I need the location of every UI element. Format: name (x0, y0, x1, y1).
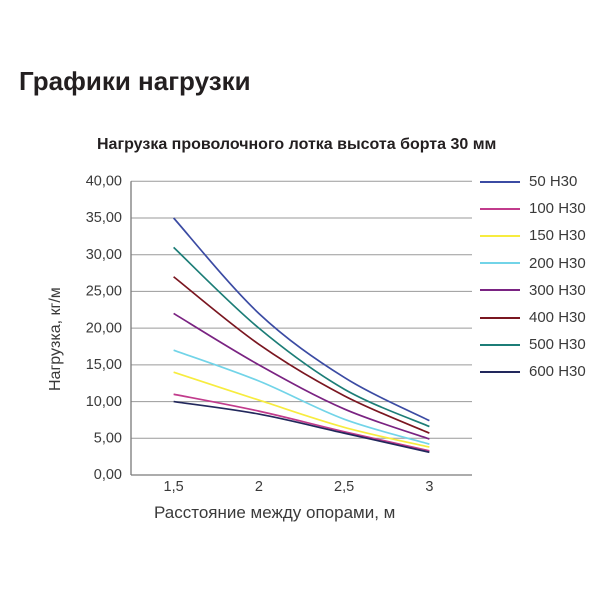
svg-text:40,00: 40,00 (86, 174, 122, 190)
svg-text:25,00: 25,00 (86, 284, 122, 300)
svg-text:1,5: 1,5 (164, 479, 184, 495)
svg-text:0,00: 0,00 (94, 467, 122, 483)
svg-text:35,00: 35,00 (86, 210, 122, 226)
svg-text:30,00: 30,00 (86, 247, 122, 263)
svg-text:10,00: 10,00 (86, 394, 122, 410)
svg-text:2,5: 2,5 (334, 479, 354, 495)
svg-text:5,00: 5,00 (94, 431, 122, 447)
svg-text:2: 2 (255, 479, 263, 495)
svg-text:20,00: 20,00 (86, 320, 122, 336)
svg-text:15,00: 15,00 (86, 357, 122, 373)
svg-text:3: 3 (425, 479, 433, 495)
